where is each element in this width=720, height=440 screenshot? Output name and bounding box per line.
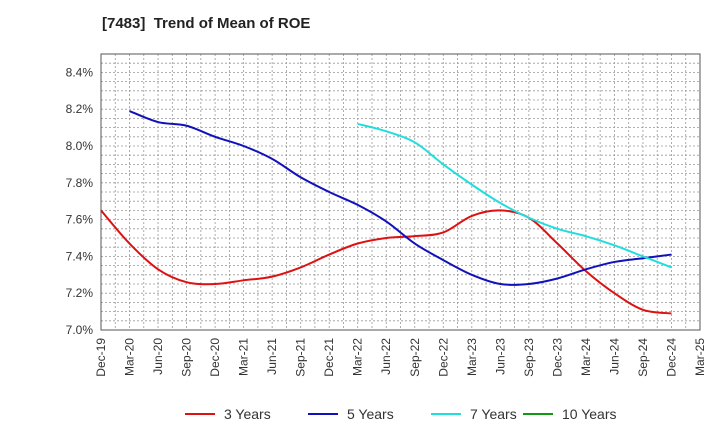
x-tick-label: Dec-19 bbox=[94, 338, 108, 377]
x-tick-label: Dec-23 bbox=[550, 338, 564, 377]
plot-frame bbox=[100, 53, 701, 331]
chart-title: [7483] Trend of Mean of ROE bbox=[102, 15, 311, 32]
series-line-7-years bbox=[357, 122, 672, 269]
y-tick-label: 7.6% bbox=[66, 213, 94, 227]
x-tick-label: Sep-20 bbox=[180, 338, 194, 377]
y-tick-label: 8.4% bbox=[66, 65, 94, 79]
x-tick-label: Mar-25 bbox=[693, 338, 707, 376]
x-tick-label: Dec-22 bbox=[436, 338, 450, 377]
y-tick-label: 7.4% bbox=[66, 249, 94, 263]
y-tick-label: 8.0% bbox=[66, 139, 94, 153]
x-tick-label: Dec-21 bbox=[322, 338, 336, 377]
y-tick-label: 7.8% bbox=[66, 176, 94, 190]
x-tick-label: Sep-23 bbox=[522, 338, 536, 377]
x-tick-label: Dec-24 bbox=[664, 338, 678, 377]
x-tick-label: Jun-20 bbox=[151, 338, 165, 375]
x-tick-label: Mar-22 bbox=[351, 338, 365, 376]
y-tick-label: 8.2% bbox=[66, 102, 94, 116]
x-tick-label: Dec-20 bbox=[208, 338, 222, 377]
legend-label-5-years: 5 Years bbox=[347, 406, 394, 422]
series-line-3-years bbox=[100, 209, 672, 315]
legend-label-3-years: 3 Years bbox=[224, 406, 271, 422]
x-tick-label: Sep-24 bbox=[636, 338, 650, 377]
x-tick-label: Mar-24 bbox=[579, 338, 593, 376]
x-tick-label: Jun-24 bbox=[607, 338, 621, 375]
series-line-5-years bbox=[129, 110, 672, 286]
x-tick-label: Jun-23 bbox=[493, 338, 507, 375]
legend-label-7-years: 7 Years bbox=[470, 406, 517, 422]
y-tick-label: 7.2% bbox=[66, 286, 94, 300]
x-tick-label: Jun-22 bbox=[379, 338, 393, 375]
x-tick-label: Mar-21 bbox=[237, 338, 251, 376]
y-tick-label: 7.0% bbox=[66, 323, 94, 337]
x-tick-label: Jun-21 bbox=[265, 338, 279, 375]
x-tick-label: Sep-22 bbox=[408, 338, 422, 377]
legend-label-10-years: 10 Years bbox=[562, 406, 617, 422]
x-tick-label: Mar-23 bbox=[465, 338, 479, 376]
x-tick-label: Mar-20 bbox=[123, 338, 137, 376]
x-tick-label: Sep-21 bbox=[294, 338, 308, 377]
